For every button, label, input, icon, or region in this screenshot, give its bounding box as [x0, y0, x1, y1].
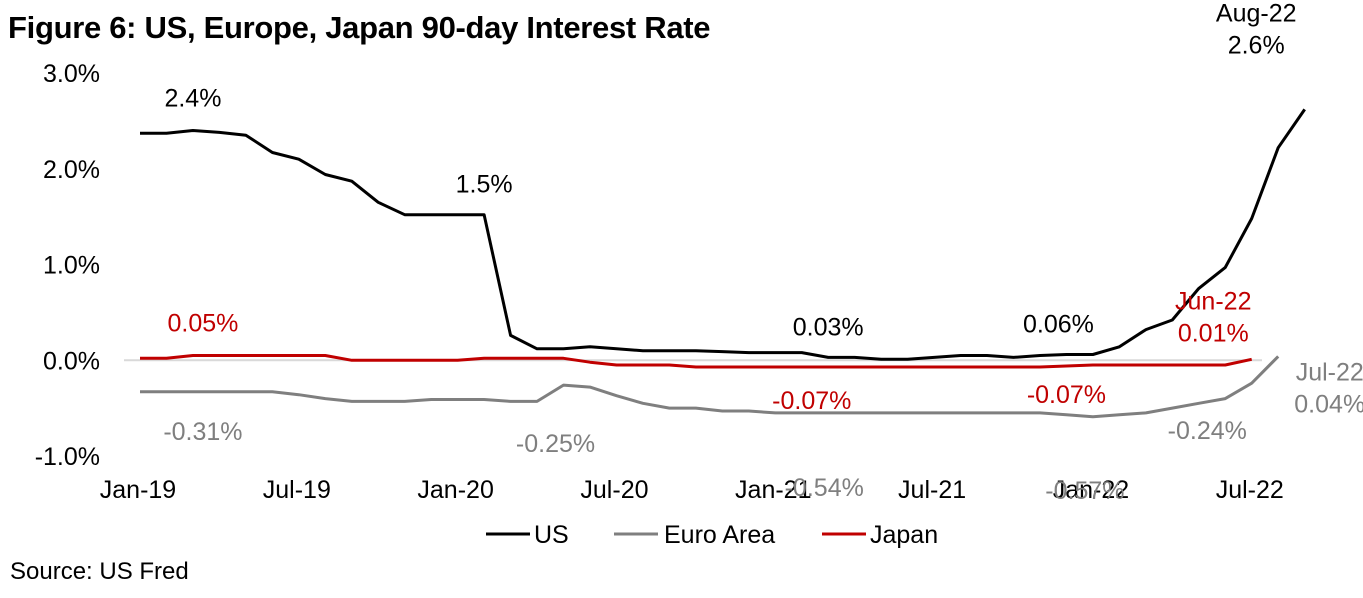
data-label: -0.54%: [785, 474, 864, 502]
data-label: Aug-22: [1216, 0, 1297, 27]
x-tick-label: Jul-20: [580, 476, 648, 504]
x-tick-label: Jan-22: [1053, 476, 1129, 504]
data-label: -0.24%: [1168, 417, 1247, 445]
series-lines: [140, 108, 1306, 419]
data-label: -0.07%: [772, 387, 851, 415]
x-tick-label: Jan-20: [417, 476, 493, 504]
legend: US Euro Area Japan: [486, 521, 938, 549]
data-label: 2.4%: [164, 84, 221, 112]
data-label: -0.31%: [163, 418, 242, 446]
data-label: -0.07%: [1027, 381, 1106, 409]
legend-label-euro-area: Euro Area: [664, 521, 775, 549]
legend-label-japan: Japan: [870, 521, 938, 549]
data-label: 1.5%: [456, 171, 513, 199]
y-tick-label: -1.0%: [35, 443, 100, 471]
data-label: 0.01%: [1178, 319, 1249, 347]
data-label: 0.06%: [1023, 311, 1094, 339]
x-tick-label: Jan-19: [100, 476, 176, 504]
data-label: 0.03%: [793, 313, 864, 341]
y-tick-label: 3.0%: [43, 60, 100, 88]
x-tick-label: Jul-21: [898, 476, 966, 504]
legend-label-us: US: [534, 521, 569, 549]
data-label: -0.57%: [1045, 477, 1124, 505]
y-tick-label: 1.0%: [43, 252, 100, 280]
x-tick-label: Jul-19: [263, 476, 331, 504]
y-tick-label: 2.0%: [43, 156, 100, 184]
y-tick-label: 0.0%: [43, 347, 100, 375]
source-note: Source: US Fred: [10, 558, 189, 585]
series-line-euro-area: [140, 355, 1280, 419]
series-line-japan: [140, 354, 1253, 369]
x-tick-label: Jul-22: [1216, 476, 1284, 504]
chart-title: Figure 6: US, Europe, Japan 90-day Inter…: [8, 10, 711, 45]
data-label: 0.04%: [1294, 390, 1363, 418]
x-tick-label: Jan-21: [735, 476, 811, 504]
data-label: Jul-22: [1296, 358, 1363, 386]
data-label: -0.25%: [516, 430, 595, 458]
y-axis-ticks: 3.0% 2.0% 1.0% 0.0% -1.0%: [35, 60, 100, 471]
series-line-us: [140, 108, 1306, 361]
data-label: Jun-22: [1175, 287, 1251, 315]
data-labels: 2.4% 1.5% 0.03% 0.06% Aug-22 2.6% 0.05% -0.07% -…: [163, 0, 1363, 505]
data-label: 0.05%: [167, 309, 238, 337]
data-label: 2.6%: [1228, 31, 1285, 59]
x-axis-ticks: Jan-19 Jul-19 Jan-20 Jul-20 Jan-21 Jul-21 Jan-…: [100, 476, 1284, 504]
